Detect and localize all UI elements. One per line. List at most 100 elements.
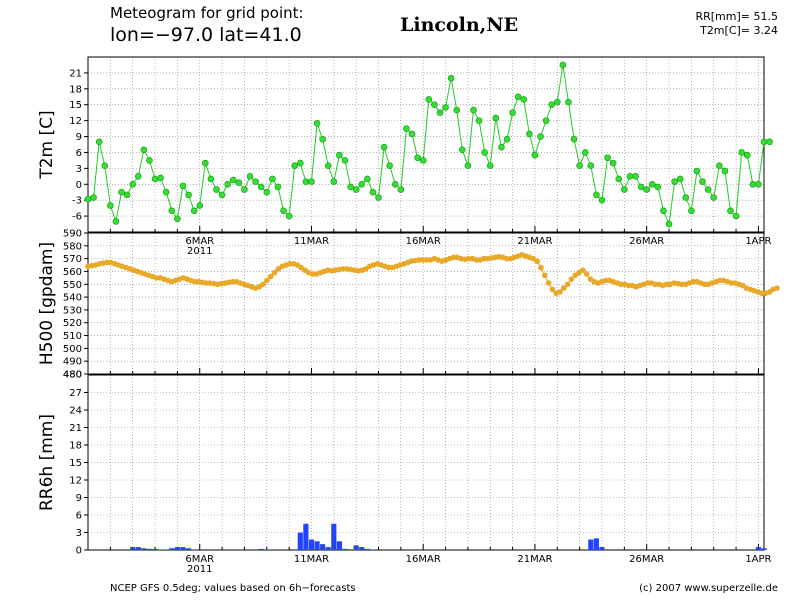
- precip-bar: [593, 538, 599, 550]
- t2m-point: [453, 106, 461, 114]
- y-tick-label: -3: [72, 196, 82, 207]
- precip-bar: [169, 548, 175, 550]
- h500-point: [538, 264, 544, 271]
- h500-point: [541, 272, 548, 279]
- x-tick-label: 1APR: [745, 554, 771, 565]
- h500-point: [580, 267, 586, 273]
- y-axis-title: RR6h [mm]: [37, 414, 57, 511]
- t2m-point: [442, 104, 449, 111]
- t2m-point: [107, 202, 114, 209]
- h500-point: [560, 285, 567, 291]
- precip-bar: [320, 544, 326, 550]
- y-tick-label: 6: [76, 511, 82, 522]
- t2m-point: [565, 98, 572, 106]
- y-tick-label: 18: [69, 84, 82, 95]
- t2m-point: [84, 195, 92, 203]
- y-tick-label: 570: [63, 254, 82, 265]
- x-tick-label: 11MAR: [294, 236, 329, 247]
- t2m-point: [207, 175, 215, 183]
- title-line-1: Meteogram for grid point:: [110, 4, 304, 22]
- t2m-point: [671, 178, 678, 185]
- t2m-point: [609, 159, 617, 167]
- t2m-point: [425, 96, 433, 103]
- t2m-point: [486, 162, 494, 170]
- t2m-point: [475, 117, 483, 124]
- t2m-point: [542, 117, 550, 124]
- t2m-point: [375, 194, 382, 201]
- t2m-point: [179, 182, 187, 190]
- t2m-point: [408, 130, 416, 138]
- t2m-point: [693, 167, 701, 175]
- x-tick-label: 26MAR: [629, 236, 664, 247]
- y-tick-label: 540: [63, 293, 82, 304]
- precip-bar: [342, 548, 348, 550]
- x-tick-label: 21MAR: [517, 236, 552, 247]
- t2m-point: [738, 149, 745, 156]
- precip-bar: [599, 547, 605, 550]
- t2m-point: [732, 212, 740, 220]
- x-tick-label: 16MAR: [406, 554, 441, 565]
- t2m-point: [364, 175, 371, 183]
- precip-bar: [191, 549, 197, 550]
- precip-bar: [325, 547, 331, 550]
- t2m-point: [341, 157, 349, 164]
- x-tick-label: 1APR: [745, 236, 771, 247]
- t2m-point: [498, 143, 505, 151]
- t2m-point: [593, 191, 600, 199]
- precip-bar: [336, 541, 342, 550]
- t2m-point: [632, 173, 639, 180]
- y-tick-label: 12: [69, 476, 82, 487]
- t2m-point: [313, 119, 321, 127]
- precip-bar: [185, 548, 192, 550]
- y-tick-label: 550: [63, 280, 82, 291]
- y-tick-label: -6: [72, 212, 82, 223]
- t2m-point: [537, 133, 544, 140]
- t2m-point: [229, 176, 237, 184]
- precip-bar: [761, 548, 767, 550]
- t2m-point: [369, 188, 377, 196]
- t2m-point: [419, 157, 427, 164]
- t2m-point: [520, 96, 528, 103]
- t2m-point: [436, 109, 444, 116]
- t2m-point: [710, 194, 718, 201]
- t2m-point: [291, 162, 299, 170]
- t2m-point: [274, 183, 282, 191]
- t2m-point: [263, 188, 271, 196]
- t2m-point: [90, 194, 97, 201]
- t2m-point: [743, 151, 751, 159]
- t2m-point: [151, 175, 159, 183]
- h500-point: [271, 269, 278, 276]
- precip-bar: [314, 541, 320, 550]
- t2m-point: [285, 212, 293, 220]
- t2m-point: [213, 186, 220, 193]
- panel-frame: [87, 232, 765, 375]
- y-tick-label: 580: [63, 241, 82, 252]
- t2m-point: [615, 175, 623, 183]
- t2m-point: [492, 114, 500, 122]
- footer-source: NCEP GFS 0.5deg; values based on 6h−fore…: [110, 583, 356, 594]
- t2m-point: [134, 173, 142, 180]
- y-tick-label: 0: [76, 180, 82, 191]
- t2m-point: [324, 162, 332, 170]
- y-tick-label: 480: [63, 370, 82, 381]
- t2m-point: [391, 180, 399, 188]
- t2m-point: [174, 215, 181, 223]
- t2m-point: [224, 180, 231, 188]
- title-line-2: lon=−97.0 lat=41.0: [110, 24, 302, 46]
- t2m-point: [459, 146, 466, 154]
- t2m-point: [727, 207, 734, 215]
- y-tick-label: 15: [69, 100, 82, 111]
- y-tick-label: 21: [69, 423, 82, 434]
- precip-bar: [163, 549, 169, 550]
- t2m-point: [330, 178, 338, 185]
- precip-bar: [130, 547, 136, 550]
- h500-point: [260, 281, 266, 288]
- y-tick-label: 500: [63, 344, 82, 355]
- t2m-point: [112, 218, 120, 225]
- precip-bar: [258, 548, 264, 550]
- precip-bar: [359, 547, 365, 550]
- t2m-point: [123, 191, 131, 199]
- t2m-point: [336, 151, 343, 159]
- y-tick-label: 530: [63, 305, 82, 316]
- t2m-point: [414, 154, 421, 162]
